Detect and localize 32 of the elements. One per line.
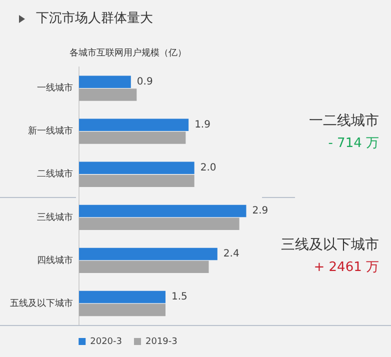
bar [79,88,137,101]
data-label: 2.0 [200,162,216,174]
bar [79,76,131,88]
bar [79,290,166,304]
bar [79,174,194,187]
data-label: 1.9 [194,119,210,130]
chart-title: 各城市互联网用户规模（亿） [70,48,186,59]
data-label: 1.5 [172,292,188,303]
legend-label: 2020-3 [90,336,122,347]
bar [79,162,194,174]
bar [79,218,240,230]
y-tick-label: 三线城市 [37,212,73,223]
bar [79,118,189,132]
y-tick-label: 新一线城市 [28,126,73,137]
bar [79,204,246,218]
text: + 2461 万 [314,259,379,276]
data-label: 2.9 [252,206,268,217]
y-tick-label: 二线城市 [37,168,73,180]
legend-label: 2019-3 [146,336,178,347]
text: 一二线城市 [309,112,379,130]
bar [79,260,209,274]
text: - 714 万 [328,135,379,152]
y-tick-label: 四线城市 [37,254,73,266]
bar [79,304,166,316]
bar [79,248,218,260]
data-label: 2.4 [223,248,240,260]
data-label: 0.9 [136,76,153,88]
bar [79,132,186,144]
y-tick-label: 一线城市 [37,82,73,94]
text: 三线及以下城市 [281,236,379,254]
y-tick-label: 五线及以下城市 [10,298,73,309]
chart-subtitle: 下沉市场人群体量大 [36,10,153,27]
